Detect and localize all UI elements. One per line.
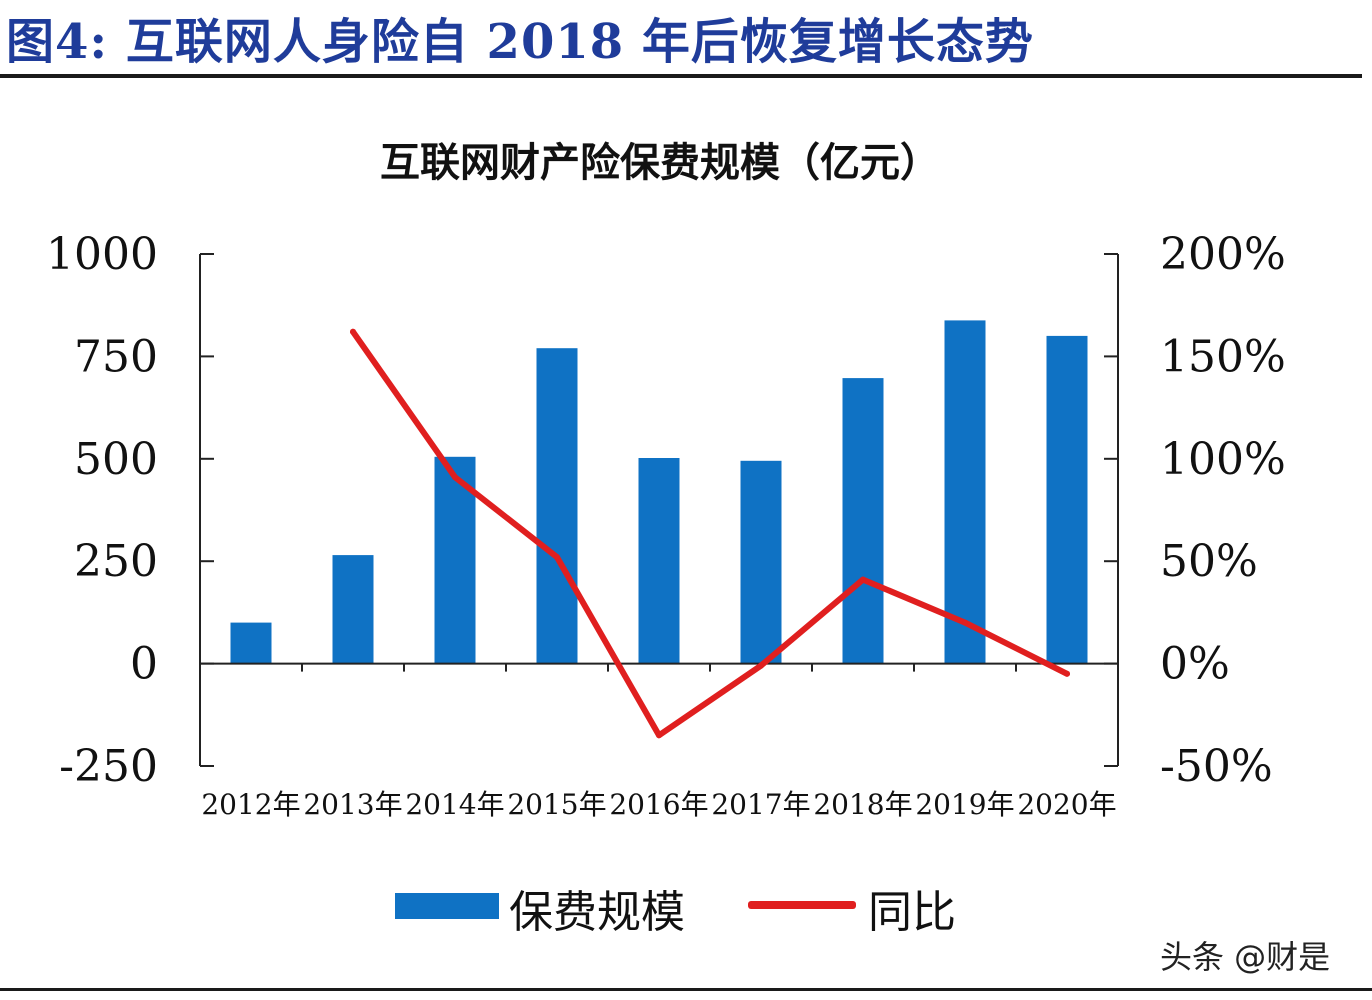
right-tick-label: 50%: [1160, 536, 1258, 587]
chart-legend: 保费规模 同比: [0, 870, 1372, 940]
figure-header: 图4: 互联网人身险自 2018 年后恢复增长态势: [0, 0, 1362, 78]
yoy-point-8: [1064, 670, 1070, 677]
legend-item-yoy: 同比: [748, 870, 978, 940]
left-tick-label: 250: [74, 536, 158, 587]
legend-item-premium: 保费规模: [395, 870, 715, 940]
bottom-rule: [0, 988, 1372, 991]
right-tick-label: 200%: [1160, 229, 1286, 280]
x-tick-label: 2019年: [915, 788, 1014, 821]
yoy-line: [350, 328, 1070, 739]
x-tick-label: 2016年: [609, 788, 708, 821]
legend-swatch-bar: [395, 893, 499, 919]
bar-0: [230, 622, 272, 664]
x-tick-label: 2017年: [711, 788, 810, 821]
bar-7: [944, 320, 986, 664]
right-tick-label: 150%: [1160, 331, 1286, 382]
legend-label-premium: 保费规模: [509, 887, 685, 938]
figure-title: 图4: 互联网人身险自 2018 年后恢复增长态势: [6, 14, 1034, 70]
bar-5: [740, 460, 782, 664]
yoy-point-1: [350, 328, 356, 335]
x-tick-label: 2020年: [1017, 788, 1116, 821]
right-tick-label: 0%: [1160, 639, 1230, 690]
bar-8: [1046, 335, 1088, 664]
yoy-point-4: [656, 732, 662, 739]
bar-1: [332, 555, 374, 664]
x-tick-label: 2015年: [507, 788, 606, 821]
x-tick-label: 2012年: [201, 788, 300, 821]
right-tick-label: 100%: [1160, 434, 1286, 485]
left-tick-label: 750: [74, 331, 158, 382]
yoy-point-3: [554, 554, 560, 561]
right-tick-label: -50%: [1160, 741, 1273, 792]
yoy-point-7: [962, 619, 968, 626]
yoy-point-6: [860, 576, 866, 583]
left-tick-label: 500: [74, 434, 158, 485]
x-tick-label: 2014年: [405, 788, 504, 821]
left-tick-label: 1000: [46, 229, 158, 280]
x-tick-label: 2013年: [303, 788, 402, 821]
left-tick-label: -250: [59, 741, 158, 792]
left-tick-label: 0: [130, 639, 158, 690]
legend-swatch-line: [748, 901, 856, 909]
watermark: 头条 @财是: [1160, 938, 1331, 976]
bar-4: [638, 458, 680, 664]
bar-6: [842, 378, 884, 664]
yoy-point-2: [452, 474, 458, 481]
chart-title: 互联网财产险保费规模（亿元）: [380, 139, 940, 186]
x-tick-label: 2018年: [813, 788, 912, 821]
legend-label-yoy: 同比: [868, 887, 956, 938]
bar-3: [536, 348, 578, 664]
yoy-point-5: [758, 662, 764, 669]
